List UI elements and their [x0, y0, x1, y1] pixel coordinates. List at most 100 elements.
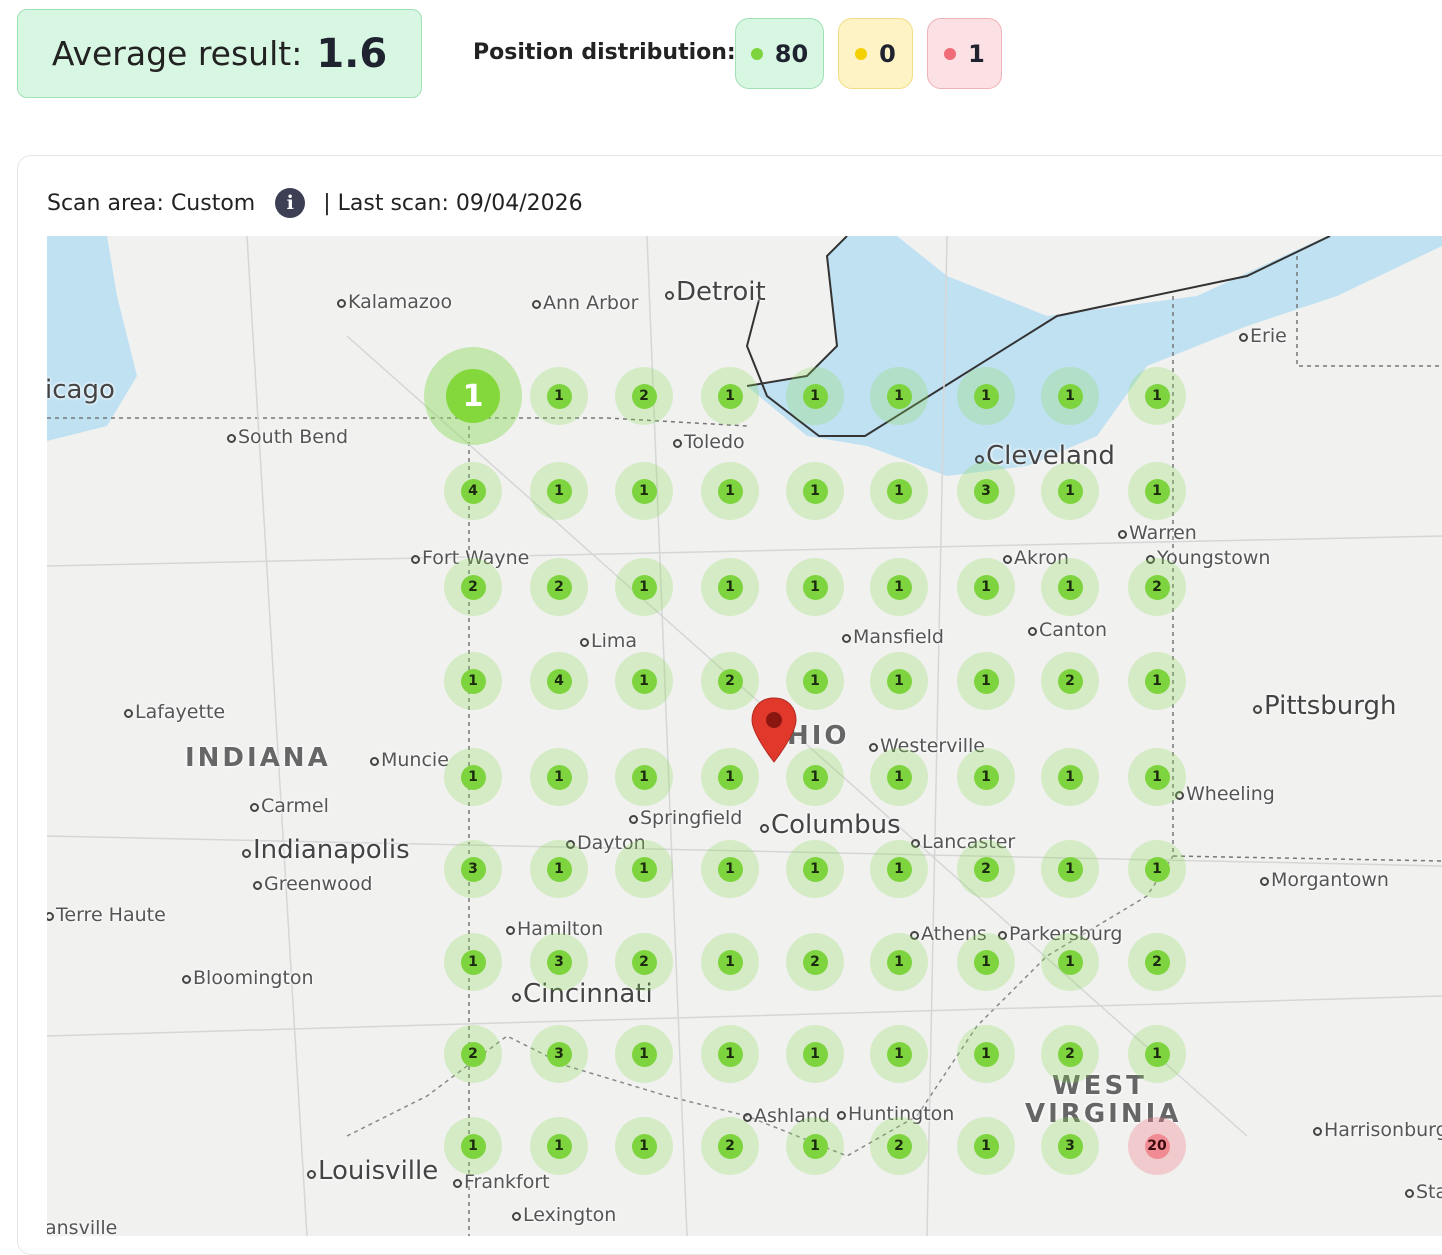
rank-marker[interactable]: 1 — [1041, 840, 1099, 898]
rank-marker[interactable]: 1 — [1041, 748, 1099, 806]
rank-marker[interactable]: 1 — [1041, 367, 1099, 425]
rank-marker[interactable]: 1 — [701, 748, 759, 806]
rank-value: 2 — [1057, 668, 1083, 694]
rank-marker[interactable]: 1 — [1041, 933, 1099, 991]
rank-marker[interactable]: 2 — [870, 1117, 928, 1175]
rank-marker[interactable]: 1 — [870, 367, 928, 425]
rank-marker[interactable]: 2 — [615, 933, 673, 991]
city-name: Lexington — [523, 1204, 617, 1226]
rank-marker[interactable]: 1 — [1128, 748, 1186, 806]
rank-marker[interactable]: 1 — [786, 1117, 844, 1175]
rank-marker[interactable]: 1 — [786, 652, 844, 710]
rank-marker[interactable]: 1 — [530, 1117, 588, 1175]
info-icon[interactable]: i — [275, 188, 306, 218]
rank-marker[interactable]: 1 — [701, 462, 759, 520]
rank-marker[interactable]: 2 — [444, 558, 502, 616]
rank-marker[interactable]: 3 — [1041, 1117, 1099, 1175]
rank-marker[interactable]: 1 — [701, 933, 759, 991]
rank-marker[interactable]: 2 — [701, 652, 759, 710]
rank-value: 2 — [717, 1133, 743, 1159]
rank-value: 1 — [973, 668, 999, 694]
rank-marker[interactable]: 1 — [957, 1025, 1015, 1083]
rank-marker[interactable]: 1 — [615, 1025, 673, 1083]
rank-marker[interactable]: 1 — [1128, 652, 1186, 710]
rank-marker[interactable]: 1 — [786, 748, 844, 806]
rank-marker[interactable]: 20 — [1128, 1117, 1186, 1175]
rank-marker[interactable]: 1 — [424, 347, 522, 445]
city-label: Harrisonburg — [1313, 1120, 1442, 1141]
rank-marker[interactable]: 2 — [786, 933, 844, 991]
rank-marker[interactable]: 1 — [530, 748, 588, 806]
top-count: 80 — [774, 39, 809, 68]
rank-marker[interactable]: 2 — [1128, 558, 1186, 616]
city-dot-icon — [1003, 555, 1012, 564]
map[interactable]: Kalamazoo Ann Arbor Detroit Erie icago South … — [47, 236, 1442, 1236]
rank-value: 4 — [460, 478, 486, 504]
rank-marker[interactable]: 1 — [1041, 462, 1099, 520]
rank-marker[interactable]: 1 — [786, 840, 844, 898]
rank-marker[interactable]: 1 — [1128, 840, 1186, 898]
rank-marker[interactable]: 1 — [444, 933, 502, 991]
rank-marker[interactable]: 1 — [786, 1025, 844, 1083]
rank-marker[interactable]: 1 — [957, 652, 1015, 710]
rank-marker[interactable]: 2 — [530, 558, 588, 616]
rank-marker[interactable]: 1 — [615, 558, 673, 616]
rank-marker[interactable]: 3 — [444, 840, 502, 898]
rank-marker[interactable]: 1 — [870, 1025, 928, 1083]
rank-marker[interactable]: 1 — [870, 840, 928, 898]
rank-marker[interactable]: 1 — [530, 367, 588, 425]
rank-marker[interactable]: 1 — [615, 462, 673, 520]
rank-marker[interactable]: 1 — [615, 652, 673, 710]
rank-marker[interactable]: 3 — [530, 933, 588, 991]
rank-marker[interactable]: 2 — [444, 1025, 502, 1083]
rank-marker[interactable]: 1 — [1128, 1025, 1186, 1083]
rank-marker[interactable]: 1 — [957, 748, 1015, 806]
rank-marker[interactable]: 1 — [870, 462, 928, 520]
rank-marker[interactable]: 1 — [786, 558, 844, 616]
rank-marker[interactable]: 2 — [957, 840, 1015, 898]
rank-marker[interactable]: 1 — [615, 840, 673, 898]
rank-marker[interactable]: 1 — [870, 933, 928, 991]
rank-marker[interactable]: 1 — [615, 748, 673, 806]
rank-marker[interactable]: 4 — [530, 652, 588, 710]
rank-marker[interactable]: 1 — [870, 558, 928, 616]
rank-marker[interactable]: 1 — [870, 748, 928, 806]
rank-marker[interactable]: 2 — [615, 367, 673, 425]
rank-marker[interactable]: 1 — [701, 367, 759, 425]
rank-marker[interactable]: 1 — [701, 1025, 759, 1083]
rank-marker[interactable]: 1 — [1128, 367, 1186, 425]
rank-marker[interactable]: 1 — [786, 367, 844, 425]
rank-marker[interactable]: 2 — [701, 1117, 759, 1175]
rank-value: 1 — [631, 478, 657, 504]
rank-marker[interactable]: 1 — [701, 558, 759, 616]
rank-marker[interactable]: 1 — [957, 558, 1015, 616]
rank-value: 2 — [886, 1133, 912, 1159]
rank-marker[interactable]: 1 — [530, 462, 588, 520]
city-dot-icon — [411, 555, 420, 564]
rank-value: 1 — [886, 478, 912, 504]
rank-marker[interactable]: 1 — [870, 652, 928, 710]
rank-marker[interactable]: 1 — [786, 462, 844, 520]
rank-marker[interactable]: 1 — [957, 933, 1015, 991]
rank-marker[interactable]: 3 — [530, 1025, 588, 1083]
city-label: Lafayette — [124, 702, 225, 723]
rank-marker[interactable]: 1 — [1128, 462, 1186, 520]
rank-marker[interactable]: 4 — [444, 462, 502, 520]
location-pin-icon[interactable] — [750, 696, 798, 766]
rank-marker[interactable]: 2 — [1041, 652, 1099, 710]
rank-marker[interactable]: 3 — [957, 462, 1015, 520]
rank-value: 3 — [546, 1041, 572, 1067]
rank-marker[interactable]: 1 — [701, 840, 759, 898]
rank-marker[interactable]: 1 — [444, 1117, 502, 1175]
rank-marker[interactable]: 2 — [1128, 933, 1186, 991]
rank-marker[interactable]: 1 — [957, 367, 1015, 425]
rank-marker[interactable]: 1 — [957, 1117, 1015, 1175]
rank-marker[interactable]: 1 — [1041, 558, 1099, 616]
rank-marker[interactable]: 1 — [444, 652, 502, 710]
city-label: Erie — [1239, 326, 1287, 347]
rank-marker[interactable]: 1 — [444, 748, 502, 806]
rank-marker[interactable]: 1 — [530, 840, 588, 898]
rank-marker[interactable]: 1 — [615, 1117, 673, 1175]
city-name: INDIANA — [185, 743, 331, 773]
rank-marker[interactable]: 2 — [1041, 1025, 1099, 1083]
